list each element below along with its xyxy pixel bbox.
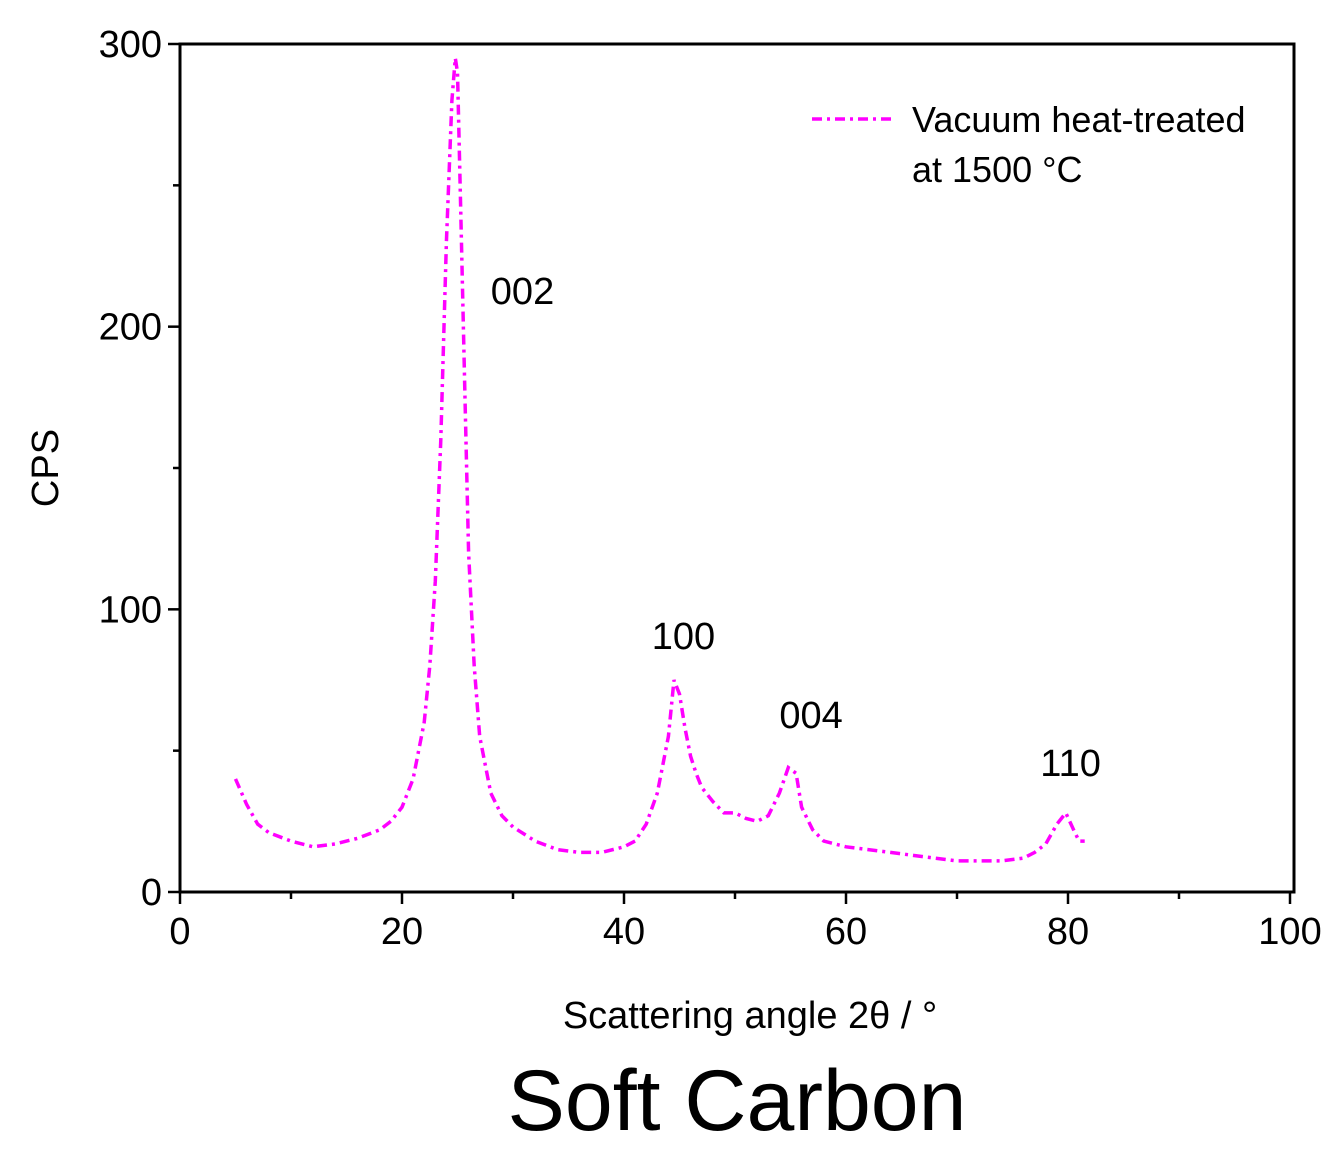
y-axis-title: CPS: [25, 429, 67, 507]
plot-frame: [178, 42, 1296, 894]
legend-label-line2: at 1500 °C: [912, 149, 1083, 190]
x-tick-label: 60: [825, 911, 867, 953]
y-tick-label: 300: [99, 24, 162, 66]
peak-label: 002: [491, 271, 554, 313]
chart-caption-title: Soft Carbon: [508, 1053, 967, 1149]
peak-label: 100: [652, 616, 715, 658]
peak-annotations: 002 100 004 110: [491, 271, 1101, 785]
x-tick-label: 0: [169, 911, 190, 953]
x-axis-title: Scattering angle 2θ / °: [563, 995, 937, 1037]
x-tick-label: 100: [1258, 911, 1321, 953]
peak-label: 110: [1040, 743, 1101, 785]
y-tick-label: 200: [99, 307, 162, 349]
legend: Vacuum heat-treated at 1500 °C: [812, 99, 1246, 190]
peak-label: 004: [779, 695, 842, 737]
legend-label-line1: Vacuum heat-treated: [912, 99, 1246, 140]
x-tick-label: 80: [1047, 911, 1089, 953]
y-tick-label: 100: [99, 589, 162, 631]
y-tick-label: 0: [141, 872, 162, 914]
series-line-vacuum-heat-treated: [233, 57, 1085, 863]
tick-labels: 0 20 40 60 80 100 0 100 200 300: [99, 24, 1322, 953]
x-tick-label: 40: [603, 911, 645, 953]
axis-ticks: [168, 42, 1292, 904]
x-tick-label: 20: [381, 911, 423, 953]
